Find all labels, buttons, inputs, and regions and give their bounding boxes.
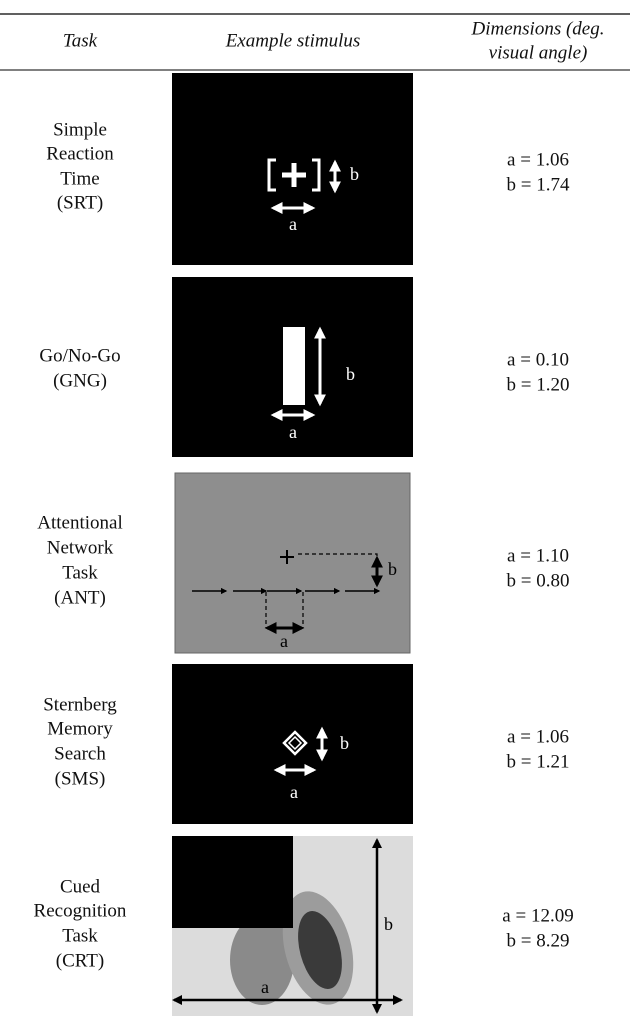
task-name: (GNG) — [53, 370, 107, 391]
task-name: Task — [62, 925, 98, 946]
stimulus-srt — [172, 73, 413, 265]
stimulus-label: b — [340, 733, 349, 753]
dimension: b = 0.80 — [507, 570, 570, 591]
task-name: (CRT) — [56, 950, 104, 971]
header-dimensions: Dimensions (deg. — [471, 18, 605, 39]
dimension: b = 1.74 — [507, 174, 570, 195]
stimulus-ant — [175, 473, 410, 653]
task-name: Time — [60, 168, 99, 189]
dimension: a = 0.10 — [507, 349, 569, 370]
stimulus-label: a — [289, 214, 297, 234]
page: Task Example stimulus Dimensions (deg. v… — [0, 0, 630, 1021]
stimulus-label: b — [346, 364, 355, 384]
header-dimensions: visual angle) — [489, 42, 588, 63]
task-name: (SMS) — [55, 768, 106, 789]
stimulus-label: b — [388, 559, 397, 579]
task-name: Network — [47, 537, 114, 558]
stimulus-label: b — [384, 914, 393, 934]
header-task: Task — [63, 30, 98, 51]
task-name: Search — [54, 743, 106, 764]
task-name: (ANT) — [54, 587, 106, 608]
stimulus-crt — [172, 836, 413, 1016]
task-name: Reaction — [46, 143, 114, 164]
task-name: Memory — [47, 718, 113, 739]
stimulus-label: a — [280, 631, 288, 651]
dimension: a = 1.06 — [507, 149, 569, 170]
dimension: b = 1.20 — [507, 374, 570, 395]
stimulus-label: a — [261, 977, 269, 997]
dimension: b = 8.29 — [507, 930, 570, 951]
stimulus-label: a — [289, 422, 297, 442]
task-name: Simple — [53, 119, 107, 140]
task-name: (SRT) — [57, 192, 103, 213]
dimension: a = 1.06 — [507, 726, 569, 747]
dimension: a = 1.10 — [507, 545, 569, 566]
stimulus-label: a — [290, 782, 298, 802]
task-name: Cued — [60, 876, 101, 897]
dimension: b = 1.21 — [507, 751, 570, 772]
task-name: Sternberg — [43, 694, 117, 715]
task-name: Recognition — [34, 900, 127, 921]
task-name: Go/No-Go — [39, 345, 120, 366]
task-name: Task — [62, 562, 98, 583]
header-stimulus: Example stimulus — [225, 30, 361, 51]
stimulus-label: b — [350, 164, 359, 184]
table-figure: Task Example stimulus Dimensions (deg. v… — [0, 0, 630, 1021]
task-name: Attentional — [37, 512, 122, 533]
dimension: a = 12.09 — [502, 905, 573, 926]
